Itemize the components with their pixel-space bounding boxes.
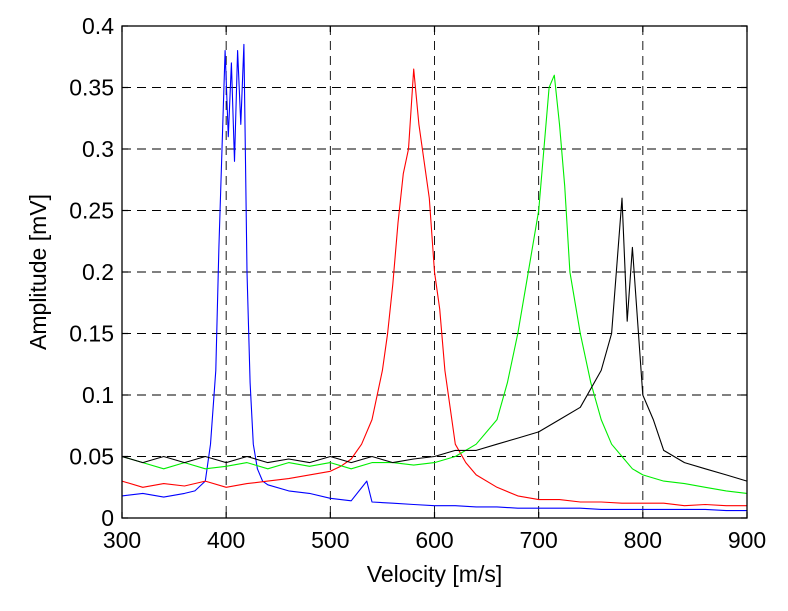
y-tick-label: 0.35 xyxy=(69,75,114,101)
y-tick-labels: 0 0.05 0.1 0.15 0.2 0.25 0.3 0.35 0.4 xyxy=(69,13,114,531)
series-line-3 xyxy=(121,74,748,494)
y-tick-label: 0.05 xyxy=(69,444,114,470)
x-axis-label: Velocity [m/s] xyxy=(367,561,502,587)
x-tick-label: 400 xyxy=(207,527,245,553)
x-tick-label: 800 xyxy=(624,527,662,553)
x-tick-label: 500 xyxy=(311,527,349,553)
y-tick-label: 0.3 xyxy=(82,136,114,162)
y-tick-label: 0 xyxy=(101,505,114,531)
y-tick-label: 0.15 xyxy=(69,321,114,347)
series-line-4 xyxy=(121,197,748,482)
y-tick-label: 0.4 xyxy=(82,13,114,39)
x-tick-label: 300 xyxy=(103,527,141,553)
x-tick-label: 900 xyxy=(728,527,766,553)
series-layer xyxy=(121,43,748,512)
x-tick-labels: 300 400 500 600 700 800 900 xyxy=(103,527,766,553)
x-tick-label: 700 xyxy=(519,527,557,553)
y-tick-label: 0.2 xyxy=(82,259,114,285)
series-line-1 xyxy=(121,43,747,512)
y-tick-label: 0.1 xyxy=(82,382,114,408)
y-tick-label: 0.25 xyxy=(69,198,114,224)
y-axis-label: Amplitude [mV] xyxy=(25,194,51,350)
series-line-2 xyxy=(121,68,747,507)
ticks xyxy=(121,25,748,519)
x-tick-label: 600 xyxy=(415,527,453,553)
